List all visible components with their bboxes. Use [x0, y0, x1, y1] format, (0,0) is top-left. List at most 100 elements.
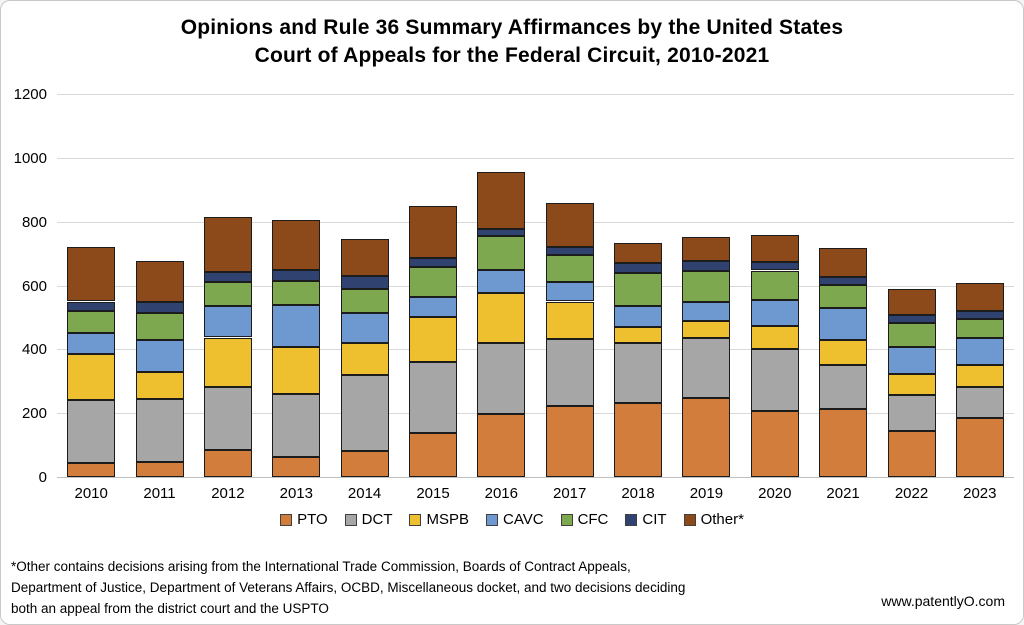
- legend-swatch-CAVC: [486, 513, 498, 526]
- x-axis-tick-2011: 2011: [143, 485, 176, 502]
- bar-segment-CAVC-2023: [955, 338, 1004, 366]
- bar-segment-PTO-2018: [614, 403, 662, 477]
- bar-segment-PTO-2015: [409, 433, 457, 477]
- bar-segment-CAVC-2019: [682, 302, 731, 321]
- chart-title-line-1: Opinions and Rule 36 Summary Affirmances…: [180, 16, 844, 39]
- bar-segment-CIT-2022: [887, 314, 936, 323]
- x-axis-tick-2017: 2017: [553, 485, 587, 502]
- legend-label-DCT: DCT: [361, 511, 393, 528]
- bar-segment-Other-2010: [67, 247, 116, 302]
- bar-segment-DCT-2013: [272, 394, 321, 458]
- bar-segment-MSPB-2014: [340, 342, 389, 375]
- bar-segment-PTO-2023: [955, 418, 1004, 477]
- bar-segment-MSPB-2019: [682, 320, 731, 338]
- x-axis-tick-2012: 2012: [211, 485, 245, 502]
- legend-label-PTO: PTO: [297, 511, 328, 528]
- bar-segment-CAVC-2017: [545, 281, 594, 302]
- x-axis-tick-2023: 2023: [963, 485, 997, 502]
- watermark: www.patentlyO.com: [881, 593, 1005, 609]
- y-axis-tick-1200: 1200: [13, 86, 47, 103]
- bar-segment-CIT-2016: [477, 229, 526, 236]
- bar-segment-CFC-2012: [203, 282, 252, 306]
- bar-segment-CAVC-2012: [203, 305, 252, 338]
- legend-item-CFC: CFC: [560, 511, 608, 528]
- bar-segment-Other-2012: [203, 216, 252, 272]
- bar-segment-Other-2021: [819, 248, 868, 278]
- gridline-1000: [57, 157, 1014, 159]
- bar-segment-PTO-2011: [135, 461, 184, 477]
- bar-segment-PTO-2021: [819, 409, 868, 477]
- bar-segment-MSPB-2023: [955, 365, 1004, 388]
- bar-segment-CFC-2010: [67, 311, 116, 334]
- bar-segment-CFC-2022: [887, 322, 936, 348]
- y-axis-tick-400: 400: [21, 341, 47, 359]
- bar-segment-PTO-2017: [545, 405, 594, 477]
- legend-item-PTO: PTO: [280, 511, 328, 528]
- bar-segment-MSPB-2013: [272, 346, 321, 394]
- x-axis-tick-2014: 2014: [347, 485, 382, 502]
- y-axis-tick-800: 800: [21, 213, 47, 231]
- legend-label-Other: Other*: [700, 511, 744, 528]
- bar-segment-DCT-2011: [135, 398, 184, 462]
- y-axis-tick-200: 200: [21, 405, 47, 423]
- bar-segment-DCT-2021: [819, 364, 868, 410]
- legend-swatch-DCT: [344, 513, 357, 526]
- legend-item-CAVC: CAVC: [486, 511, 544, 528]
- bar-segment-MSPB-2012: [203, 337, 252, 387]
- bar-segment-Other-2014: [340, 239, 389, 276]
- bar-segment-DCT-2015: [409, 362, 457, 433]
- bar-segment-CAVC-2016: [477, 269, 526, 293]
- legend-item-DCT: DCT: [344, 511, 393, 528]
- bar-segment-MSPB-2022: [887, 373, 936, 395]
- bar-segment-PTO-2019: [682, 398, 731, 477]
- bar-segment-CIT-2018: [614, 262, 662, 273]
- gridline-200: [57, 413, 1014, 415]
- bar-segment-CIT-2015: [409, 258, 457, 267]
- bar-segment-MSPB-2020: [750, 325, 799, 350]
- bar-segment-Other-2017: [545, 202, 594, 247]
- legend-swatch-CFC: [560, 513, 573, 526]
- bar-segment-CFC-2016: [477, 236, 526, 270]
- bar-segment-CIT-2021: [819, 277, 868, 285]
- bar-segment-Other-2015: [409, 205, 457, 259]
- bar-segment-Other-2023: [955, 283, 1004, 312]
- bar-segment-CIT-2019: [682, 261, 731, 272]
- bar-segment-MSPB-2021: [819, 340, 868, 365]
- legend-label-CAVC: CAVC: [503, 511, 544, 528]
- footnote-line-3: both an appeal from the district court a…: [11, 601, 329, 616]
- x-axis-tick-2019: 2019: [689, 485, 724, 502]
- legend-swatch-CIT: [625, 513, 638, 526]
- footnote-line-2: Department of Justice, Department of Vet…: [11, 580, 686, 595]
- bar-segment-MSPB-2015: [409, 317, 457, 363]
- gridline-400: [57, 349, 1014, 351]
- bar-segment-Other-2013: [272, 220, 321, 271]
- bar-segment-CFC-2017: [545, 254, 594, 282]
- gridline-800: [57, 221, 1014, 223]
- bar-segment-PTO-2020: [750, 410, 799, 477]
- bar-segment-PTO-2016: [477, 413, 526, 477]
- footnote: *Other contains decisions arising from t…: [11, 556, 685, 619]
- x-axis-tick-2020: 2020: [758, 485, 792, 502]
- legend-item-MSPB: MSPB: [409, 511, 469, 528]
- bar-segment-CIT-2011: [135, 302, 184, 313]
- bar-segment-CAVC-2021: [819, 307, 868, 341]
- bar-segment-DCT-2018: [614, 342, 662, 404]
- gridline-1200: [57, 94, 1014, 95]
- x-axis-tick-2013: 2013: [279, 485, 313, 502]
- bar-segment-Other-2011: [135, 260, 184, 303]
- bar-segment-DCT-2020: [750, 349, 799, 411]
- x-axis-tick-2022: 2022: [894, 485, 929, 502]
- bar-segment-CFC-2018: [614, 273, 662, 307]
- bar-segment-CAVC-2015: [409, 296, 457, 318]
- y-axis-tick-0: 0: [38, 469, 47, 486]
- bar-segment-CAVC-2020: [750, 299, 799, 326]
- bar-segment-PTO-2014: [340, 450, 389, 477]
- bar-segment-Other-2018: [614, 243, 662, 263]
- bar-segment-DCT-2016: [477, 342, 526, 414]
- x-axis-tick-2015: 2015: [416, 485, 450, 502]
- bar-segment-CIT-2013: [272, 270, 321, 281]
- bar-segment-PTO-2010: [67, 463, 116, 477]
- bar-segment-CAVC-2013: [272, 304, 321, 347]
